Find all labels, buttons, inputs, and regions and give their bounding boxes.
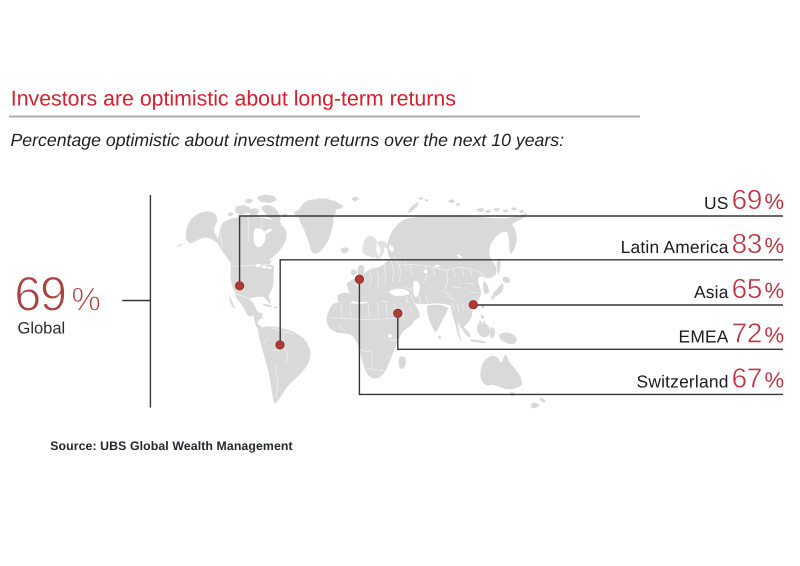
svg-text:%: % [72, 281, 101, 318]
svg-text:Investors are optimistic about: Investors are optimistic about long-term… [11, 86, 456, 110]
svg-text:Source: UBS Global Wealth Mana: Source: UBS Global Wealth Management [50, 439, 293, 453]
svg-text:69: 69 [14, 267, 66, 321]
svg-text:Global: Global [18, 320, 66, 338]
svg-text:Percentage optimistic about in: Percentage optimistic about investment r… [11, 130, 565, 150]
